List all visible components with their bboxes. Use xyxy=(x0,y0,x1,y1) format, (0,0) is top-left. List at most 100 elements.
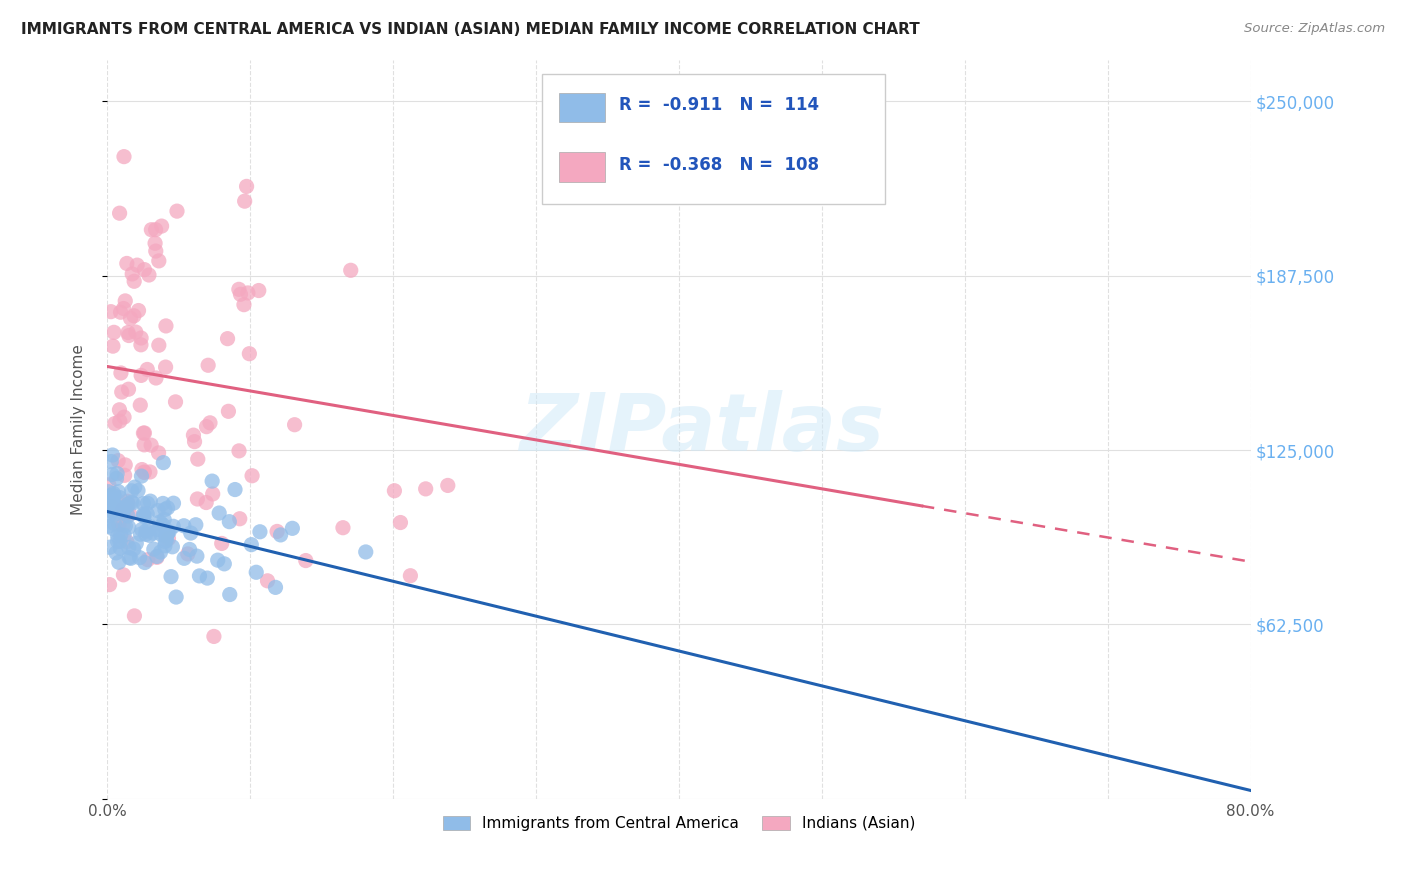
Point xyxy=(98,508,121,523)
Point xyxy=(156,526,179,541)
Point xyxy=(266,524,288,539)
Point xyxy=(284,417,307,432)
Point xyxy=(211,536,233,550)
Point xyxy=(139,494,162,508)
Point xyxy=(162,540,184,554)
Point xyxy=(108,402,131,417)
Point xyxy=(165,395,187,409)
Point xyxy=(129,527,152,541)
Point xyxy=(131,469,153,483)
Point xyxy=(247,284,270,298)
Point xyxy=(150,527,173,541)
Point xyxy=(107,534,129,549)
Point xyxy=(156,525,179,540)
Point xyxy=(110,305,132,319)
Point xyxy=(101,448,124,462)
Point xyxy=(108,517,131,532)
Point xyxy=(105,471,128,485)
Point xyxy=(153,512,176,526)
Point xyxy=(201,487,224,501)
Point xyxy=(100,454,122,468)
Point xyxy=(138,528,160,542)
Point xyxy=(264,580,287,594)
Point xyxy=(160,569,183,583)
Point xyxy=(132,508,155,523)
Point xyxy=(198,416,221,430)
Point xyxy=(115,504,138,518)
Point xyxy=(114,293,136,308)
Point xyxy=(249,524,271,539)
Point xyxy=(132,507,155,521)
Point xyxy=(114,458,136,472)
Point xyxy=(118,328,141,343)
Point xyxy=(153,539,176,553)
Point xyxy=(124,608,146,623)
Point xyxy=(101,467,124,482)
Point xyxy=(104,417,127,431)
Point xyxy=(236,285,259,300)
Point xyxy=(97,519,120,533)
Point xyxy=(143,236,166,251)
Point xyxy=(134,425,156,440)
Point xyxy=(112,150,135,164)
Point xyxy=(135,524,157,538)
Point xyxy=(197,358,219,372)
Point xyxy=(173,518,195,533)
Point xyxy=(195,571,218,585)
Point xyxy=(114,500,136,515)
Point xyxy=(186,491,208,506)
Point xyxy=(98,497,121,511)
Point xyxy=(165,590,187,604)
Point xyxy=(117,382,139,396)
Point xyxy=(201,474,224,488)
Point xyxy=(122,274,145,288)
Point xyxy=(162,519,184,533)
Point xyxy=(131,462,153,476)
Point xyxy=(121,483,143,498)
Point xyxy=(217,332,239,346)
Point xyxy=(139,519,162,533)
Point xyxy=(148,253,170,268)
Point xyxy=(134,438,156,452)
Point xyxy=(150,219,173,233)
Point xyxy=(135,527,157,541)
Point xyxy=(105,546,128,560)
Point xyxy=(238,347,260,361)
Text: ZIPatlas: ZIPatlas xyxy=(519,390,884,468)
Point xyxy=(235,179,257,194)
FancyBboxPatch shape xyxy=(541,74,884,203)
Point xyxy=(122,309,145,323)
Point xyxy=(125,536,148,550)
Point xyxy=(156,500,179,515)
Point xyxy=(128,303,150,318)
Point xyxy=(98,497,121,511)
Point xyxy=(107,453,129,467)
Point xyxy=(127,483,149,498)
Point xyxy=(152,496,174,510)
Point xyxy=(112,506,135,520)
Point xyxy=(146,549,169,564)
Point xyxy=(103,497,125,511)
Point xyxy=(146,503,169,517)
Text: IMMIGRANTS FROM CENTRAL AMERICA VS INDIAN (ASIAN) MEDIAN FAMILY INCOME CORRELATI: IMMIGRANTS FROM CENTRAL AMERICA VS INDIA… xyxy=(21,22,920,37)
Point xyxy=(141,223,163,237)
Point xyxy=(100,504,122,518)
Point xyxy=(228,282,250,296)
Point xyxy=(105,467,128,481)
Point xyxy=(149,515,172,529)
Point xyxy=(115,494,138,508)
Point xyxy=(145,244,167,258)
Point xyxy=(136,362,159,376)
Point xyxy=(118,550,141,565)
Point xyxy=(100,304,122,318)
Point xyxy=(256,574,278,588)
Point xyxy=(110,541,132,555)
Point xyxy=(118,507,141,521)
Point xyxy=(120,495,142,509)
Point xyxy=(195,495,218,509)
Point xyxy=(384,483,406,498)
Point xyxy=(188,569,211,583)
Point xyxy=(110,366,132,380)
Point xyxy=(103,522,125,536)
Point xyxy=(148,446,170,460)
